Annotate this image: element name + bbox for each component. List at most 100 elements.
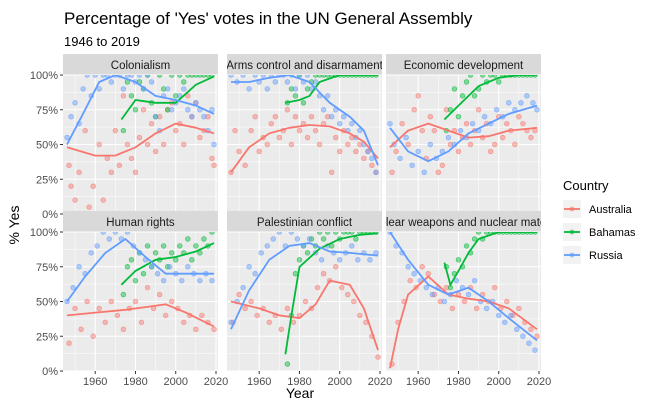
data-point: [439, 162, 446, 169]
data-point: [324, 75, 331, 78]
data-point: [339, 284, 345, 291]
data-point: [447, 141, 454, 148]
data-point: [132, 107, 139, 113]
legend-label: Australia: [589, 204, 633, 216]
data-point: [169, 75, 175, 78]
facet-panel: Colonialism 0% 25% 50% 75% 100%: [30, 54, 218, 221]
data-point: [100, 197, 106, 203]
chart-subtitle: 1946 to 2019: [64, 34, 140, 49]
data-point: [169, 250, 175, 256]
data-point: [471, 93, 478, 99]
data-point: [68, 113, 74, 120]
data-point: [140, 107, 147, 113]
y-tick-label: 50%: [36, 297, 58, 309]
data-point: [427, 141, 433, 148]
data-point: [120, 127, 127, 134]
trend-line: [66, 122, 215, 157]
data-point: [96, 86, 102, 92]
trend-line: [66, 237, 214, 303]
y-tick-label: 50%: [36, 140, 58, 152]
facet-title: Palestinian conflict: [257, 217, 353, 229]
data-point: [242, 162, 248, 169]
data-point: [185, 75, 191, 78]
trend-line: [389, 104, 538, 163]
data-point: [312, 127, 319, 134]
data-point: [308, 113, 315, 120]
y-tick-label: 0%: [42, 366, 58, 378]
data-point: [316, 75, 323, 78]
data-point: [443, 107, 450, 113]
data-point: [90, 183, 96, 189]
data-point: [530, 100, 536, 106]
data-point: [240, 75, 246, 78]
data-point: [389, 169, 395, 176]
data-point: [532, 347, 538, 353]
data-point: [112, 232, 119, 235]
facet-panels: Colonialism 0% 25% 50% 75% 100% Arms control a…: [30, 54, 551, 388]
data-point: [160, 243, 167, 249]
data-point: [403, 134, 409, 141]
data-point: [437, 298, 444, 305]
data-point: [116, 162, 123, 169]
data-point: [427, 113, 433, 120]
y-tick-label: 25%: [36, 331, 58, 343]
y-tick-label: 0%: [42, 209, 58, 221]
data-point: [337, 120, 343, 127]
trend-line: [389, 232, 538, 342]
data-point: [405, 264, 411, 270]
data-point: [132, 169, 139, 176]
data-point: [120, 326, 127, 332]
data-point: [518, 100, 524, 106]
data-point: [306, 236, 313, 242]
panel-data: [64, 75, 217, 210]
data-point: [397, 155, 403, 162]
data-point: [173, 127, 179, 134]
data-point: [455, 257, 462, 263]
data-point: [455, 113, 462, 120]
data-point: [156, 291, 163, 298]
trend-line: [230, 124, 379, 173]
data-point: [284, 361, 291, 367]
data-point: [70, 284, 76, 291]
y-axis-title: % Yes: [6, 206, 22, 245]
data-point: [423, 284, 429, 291]
data-point: [415, 148, 421, 155]
data-point: [248, 127, 254, 134]
trend-line: [120, 242, 215, 286]
data-point: [471, 236, 478, 242]
data-point: [487, 75, 494, 78]
data-point: [181, 141, 187, 148]
data-point: [120, 291, 127, 298]
trend-line: [389, 122, 538, 148]
data-point: [128, 155, 135, 162]
data-point: [264, 86, 270, 92]
data-point: [481, 113, 488, 120]
data-point: [114, 312, 121, 319]
x-tick-label: 1960: [406, 376, 430, 388]
data-point: [120, 86, 127, 92]
data-point: [160, 277, 167, 284]
facet-title: Colonialism: [111, 60, 170, 72]
data-point: [211, 326, 217, 332]
data-point: [209, 277, 215, 284]
trend-line: [231, 75, 379, 166]
data-point: [431, 127, 438, 134]
data-point: [294, 236, 301, 242]
data-point: [169, 298, 175, 305]
data-point: [185, 264, 191, 270]
data-point: [411, 107, 417, 113]
chart-title: Percentage of 'Yes' votes in the UN Gene…: [64, 9, 473, 28]
data-point: [232, 127, 238, 134]
data-point: [252, 271, 258, 277]
data-point: [520, 120, 526, 127]
data-point: [345, 291, 351, 298]
data-point: [459, 93, 466, 99]
y-tick-label: 100%: [30, 227, 58, 239]
data-point: [136, 134, 143, 141]
data-point: [479, 75, 486, 78]
data-point: [304, 250, 311, 256]
data-point: [132, 298, 139, 305]
data-point: [144, 75, 151, 78]
data-point: [504, 120, 510, 127]
data-point: [108, 169, 115, 176]
